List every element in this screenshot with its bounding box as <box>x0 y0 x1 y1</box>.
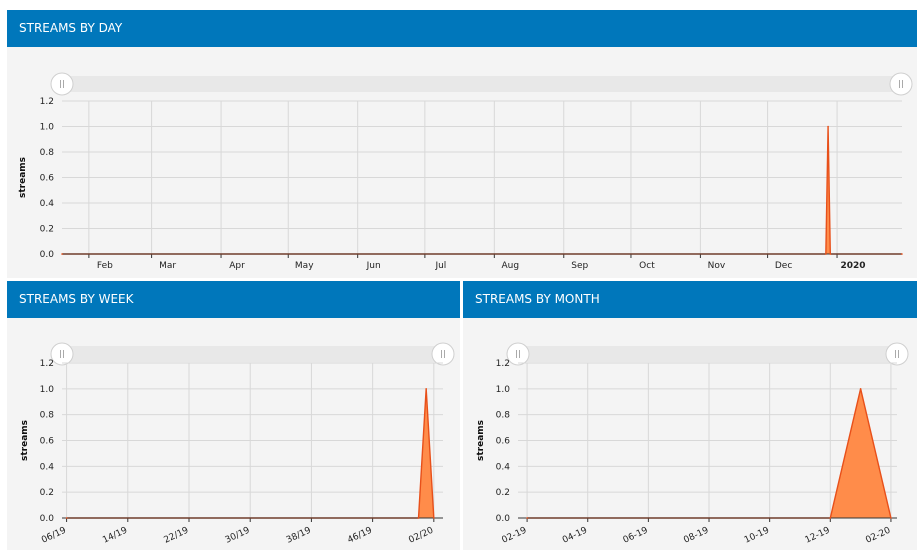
y-tick-label: 0.2 <box>40 225 54 235</box>
data-point <box>901 253 903 255</box>
y-tick-label: 0.0 <box>40 514 55 524</box>
y-tick-label: 1.0 <box>40 385 55 395</box>
x-tick-label: Jul <box>434 261 446 271</box>
panel-title: STREAMS BY DAY <box>7 10 917 47</box>
panel-streams-by-week: STREAMS BY WEEK 0.0 0.2 0.4 0.6 0.8 1.0 1.2 06/… <box>7 281 460 550</box>
range-slider-track <box>518 346 897 362</box>
x-tick-label: Aug <box>502 261 520 271</box>
x-tick-label: 04-19 <box>561 526 589 546</box>
data-point <box>65 517 68 519</box>
y-tick-label: 1.2 <box>496 359 510 369</box>
x-tick-label: 08-19 <box>682 526 710 546</box>
x-tick-label: 02/20 <box>407 526 435 546</box>
x-tick-label: Nov <box>708 261 726 271</box>
y-tick-label: 0.0 <box>496 514 511 524</box>
data-point <box>417 517 420 519</box>
y-tick-label: 0.4 <box>40 199 55 209</box>
x-tick-label: 2020 <box>841 261 866 271</box>
x-tick-label: 22/19 <box>163 526 191 546</box>
x-tick-label: Mar <box>159 261 176 271</box>
y-tick-label: 0.0 <box>40 250 55 260</box>
chart-streams-by-week: 0.0 0.2 0.4 0.6 0.8 1.0 1.2 06/19 14/19 22/19 30/1… <box>20 342 455 546</box>
x-tick-label: 02-20 <box>864 526 892 546</box>
x-tick-label: 14/19 <box>101 526 129 546</box>
x-tick-label: Jun <box>366 261 381 271</box>
data-point <box>829 253 832 255</box>
series-area <box>62 126 902 254</box>
x-tick-label: Sep <box>571 261 588 271</box>
y-tick-label: 0.8 <box>40 148 55 158</box>
y-tick-label: 1.2 <box>40 359 54 369</box>
y-tick-label: 1.0 <box>496 385 511 395</box>
x-tick-label: 02-19 <box>500 526 528 546</box>
x-tick-label: May <box>295 261 314 271</box>
chart-streams-by-month: 0.0 0.2 0.4 0.6 0.8 1.0 1.2 02-19 04-19 06-19 08-1… <box>476 342 909 546</box>
x-tick-label: Dec <box>775 261 792 271</box>
y-tick-label: 0.2 <box>40 488 54 498</box>
range-handle-left[interactable] <box>506 342 530 366</box>
y-axis-label: streams <box>476 420 486 461</box>
y-tick-label: 0.6 <box>496 437 511 447</box>
data-point <box>425 388 427 390</box>
range-slider-track <box>62 346 443 362</box>
y-tick-label: 0.6 <box>40 437 55 447</box>
y-tick-label: 1.0 <box>40 123 55 133</box>
y-tick-label: 0.6 <box>40 174 55 184</box>
x-tick-label: 12-19 <box>804 526 832 546</box>
panel-streams-by-month: STREAMS BY MONTH 0.0 0.2 0.4 0.6 0.8 1.0 1.2 02… <box>463 281 917 550</box>
y-tick-label: 0.4 <box>40 462 55 472</box>
y-tick-label: 0.2 <box>496 488 510 498</box>
panel-title: STREAMS BY WEEK <box>7 281 460 318</box>
y-tick-label: 0.4 <box>496 462 511 472</box>
x-tick-label: 30/19 <box>224 526 252 546</box>
x-tick-label: 38/19 <box>285 526 313 546</box>
range-handle-left[interactable] <box>50 342 74 366</box>
range-handle-right[interactable] <box>889 72 913 96</box>
y-axis-label: streams <box>18 157 28 198</box>
y-axis-label: streams <box>20 420 30 461</box>
series-line <box>62 126 902 255</box>
x-tick-label: 10-19 <box>743 526 771 546</box>
data-point <box>825 253 827 255</box>
data-point <box>829 517 832 519</box>
data-point <box>433 517 435 519</box>
data-point <box>859 388 862 390</box>
range-slider-track <box>62 76 901 92</box>
x-tick-label: 06-19 <box>622 526 650 546</box>
range-handle-left[interactable] <box>50 72 74 96</box>
data-point <box>890 517 892 519</box>
x-tick-label: Oct <box>639 261 655 271</box>
range-handle-right[interactable] <box>431 342 455 366</box>
x-tick-label: 06/19 <box>40 526 68 546</box>
x-tick-label: Feb <box>97 261 113 271</box>
panel-title: STREAMS BY MONTH <box>463 281 917 318</box>
data-point <box>526 517 528 519</box>
series-area <box>527 388 891 518</box>
x-tick-label: Apr <box>229 261 245 271</box>
x-tick-label: 46/19 <box>346 526 374 546</box>
chart-streams-by-day: 0.0 0.2 0.4 0.6 0.8 1.0 1.2 Feb Mar Apr May Jun Jul A… <box>18 72 913 271</box>
data-point <box>827 125 829 128</box>
y-tick-label: 1.2 <box>40 97 54 107</box>
panel-streams-by-day: STREAMS BY DAY 0.0 0.2 0.4 0.6 0.8 1.0 1.2 Feb M… <box>7 10 917 278</box>
y-tick-label: 0.8 <box>496 411 511 421</box>
data-point <box>61 253 63 255</box>
range-handle-right[interactable] <box>885 342 909 366</box>
y-tick-label: 0.8 <box>40 411 55 421</box>
